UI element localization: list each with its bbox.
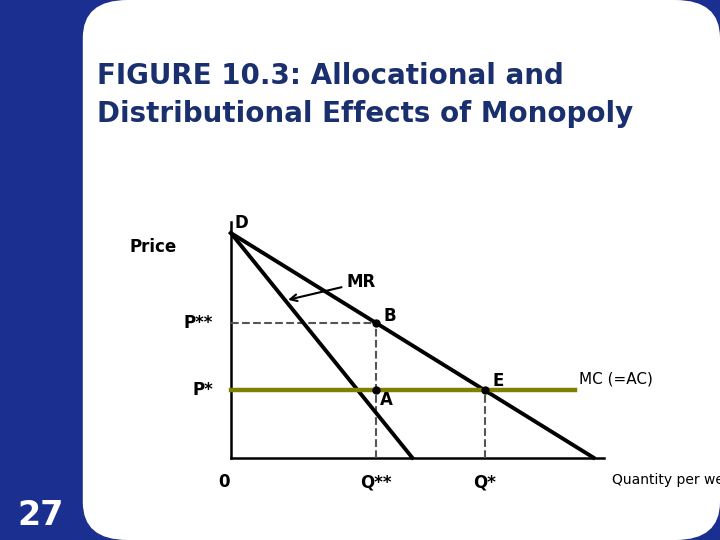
Text: Distributional Effects of Monopoly: Distributional Effects of Monopoly bbox=[97, 100, 634, 128]
Text: P*: P* bbox=[192, 381, 213, 399]
Text: D: D bbox=[235, 214, 248, 232]
Text: 0: 0 bbox=[218, 474, 230, 491]
Text: MC (=AC): MC (=AC) bbox=[579, 372, 653, 387]
Text: P**: P** bbox=[184, 314, 213, 332]
Text: MR: MR bbox=[290, 273, 377, 301]
FancyBboxPatch shape bbox=[83, 0, 720, 540]
Text: Price: Price bbox=[130, 238, 176, 255]
Text: A: A bbox=[379, 391, 392, 409]
Text: Q**: Q** bbox=[360, 474, 392, 491]
Text: Q*: Q* bbox=[473, 474, 496, 491]
Text: Quantity per week: Quantity per week bbox=[612, 474, 720, 488]
Text: B: B bbox=[383, 307, 396, 325]
Text: E: E bbox=[492, 372, 503, 390]
Text: FIGURE 10.3: Allocational and: FIGURE 10.3: Allocational and bbox=[97, 62, 564, 90]
Text: 27: 27 bbox=[18, 499, 64, 532]
